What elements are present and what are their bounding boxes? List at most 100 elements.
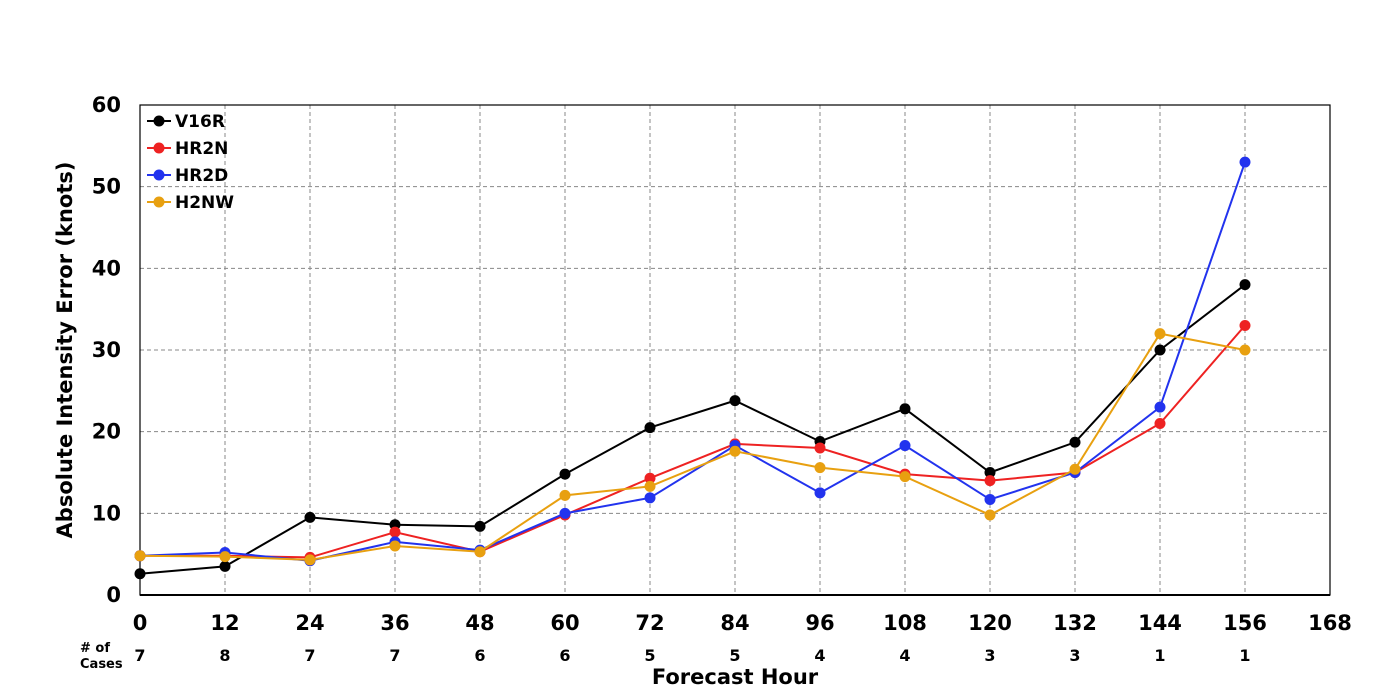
x-tick-label: 120 — [968, 611, 1012, 635]
x-tick-label: 12 — [210, 611, 239, 635]
x-tick-label: 60 — [550, 611, 579, 635]
cases-value: 1 — [1154, 646, 1165, 665]
data-point — [644, 472, 656, 484]
data-point — [1069, 463, 1081, 475]
data-point — [1239, 320, 1251, 331]
y-tick-label: 10 — [92, 501, 121, 525]
data-point — [1154, 418, 1166, 429]
legend-label: V16R — [175, 112, 225, 132]
data-point — [559, 489, 571, 501]
data-point — [304, 511, 316, 523]
data-point — [984, 493, 996, 505]
legend-swatch-marker — [153, 169, 165, 181]
cases-label-line-2: Cases — [80, 657, 123, 672]
x-axis-title: Forecast Hour — [652, 665, 819, 689]
series-hr2n — [134, 320, 1251, 563]
data-point — [729, 445, 741, 457]
x-tick-label: 48 — [465, 611, 494, 635]
y-tick-label: 0 — [106, 583, 121, 607]
x-tick-label: 96 — [805, 611, 834, 635]
y-axis-title: Absolute Intensity Error (knots) — [53, 162, 77, 539]
data-point — [1239, 344, 1251, 356]
cases-value: 5 — [729, 646, 740, 665]
data-point — [899, 403, 911, 415]
data-point — [814, 462, 826, 474]
legend: V16R HR2N HR2D H2NW — [147, 112, 234, 213]
data-point — [474, 520, 486, 532]
data-point — [644, 422, 656, 434]
data-point — [1154, 401, 1166, 413]
cases-value: 8 — [219, 646, 230, 665]
x-tick-label: 24 — [295, 611, 324, 635]
data-point — [219, 560, 231, 572]
cases-value: 1 — [1239, 646, 1250, 665]
data-point — [814, 442, 826, 454]
series-lines — [134, 156, 1251, 580]
x-tick-label: 132 — [1053, 611, 1097, 635]
y-tick-label: 50 — [92, 175, 121, 199]
x-tick-label: 84 — [720, 611, 749, 635]
data-point — [984, 475, 996, 487]
series-v16r — [134, 279, 1251, 580]
data-point — [474, 546, 486, 558]
data-point — [389, 526, 401, 538]
cases-label-line-1: # of — [80, 641, 110, 656]
y-tick-label: 20 — [92, 420, 121, 444]
data-point — [304, 554, 316, 566]
series-line — [139, 283, 1246, 575]
series-hr2d — [134, 156, 1251, 567]
legend-swatch-marker — [153, 142, 165, 154]
series-line — [139, 161, 1246, 562]
y-tick-label: 30 — [92, 338, 121, 362]
x-tick-label: 72 — [635, 611, 664, 635]
x-tick-label: 168 — [1308, 611, 1352, 635]
legend-item-hr2n: HR2N — [147, 139, 228, 159]
series-h2nw — [134, 328, 1251, 566]
cases-value: 7 — [389, 646, 400, 665]
cases-value: 7 — [304, 646, 315, 665]
legend-label: HR2N — [175, 139, 228, 159]
cases-value: 6 — [559, 646, 570, 665]
x-tick-label: 0 — [133, 611, 148, 635]
x-tick-label: 36 — [380, 611, 409, 635]
data-point — [814, 487, 826, 499]
legend-item-v16r: V16R — [147, 112, 225, 132]
data-point — [389, 540, 401, 552]
legend-item-hr2d: HR2D — [147, 166, 228, 186]
data-point — [984, 509, 996, 521]
cases-value: 7 — [134, 646, 145, 665]
data-point — [899, 471, 911, 483]
data-point — [1154, 328, 1166, 340]
legend-label: H2NW — [175, 193, 234, 213]
series-line — [139, 332, 1246, 561]
data-point — [644, 492, 656, 504]
data-point — [219, 551, 231, 563]
data-point — [134, 568, 146, 580]
data-point — [644, 480, 656, 492]
data-point — [1069, 436, 1081, 448]
data-point — [899, 440, 911, 452]
cases-value: 4 — [899, 646, 910, 665]
legend-swatch-marker — [153, 196, 165, 208]
legend-swatch-marker — [153, 115, 165, 127]
data-point — [729, 395, 741, 407]
data-point — [1154, 344, 1166, 356]
cases-value: 4 — [814, 646, 825, 665]
legend-label: HR2D — [175, 166, 228, 186]
cases-value: 3 — [1069, 646, 1080, 665]
data-point — [1239, 156, 1251, 168]
x-tick-label: 156 — [1223, 611, 1267, 635]
cases-value: 6 — [474, 646, 485, 665]
data-point — [559, 468, 571, 480]
y-tick-label: 40 — [92, 256, 121, 280]
data-point — [134, 550, 146, 562]
series-line — [140, 324, 1246, 559]
grid-lines — [140, 105, 1330, 595]
y-tick-label: 60 — [92, 93, 121, 117]
cases-value: 5 — [644, 646, 655, 665]
x-tick-label: 144 — [1138, 611, 1182, 635]
cases-row: # of Cases 7 8 7 7 6 6 5 5 4 4 3 3 1 1 — [80, 641, 1251, 672]
tick-labels: 0 12 24 36 48 60 72 84 96 108 120 132 144 156 168 0 10 20… — [92, 93, 1352, 635]
cases-value: 3 — [984, 646, 995, 665]
